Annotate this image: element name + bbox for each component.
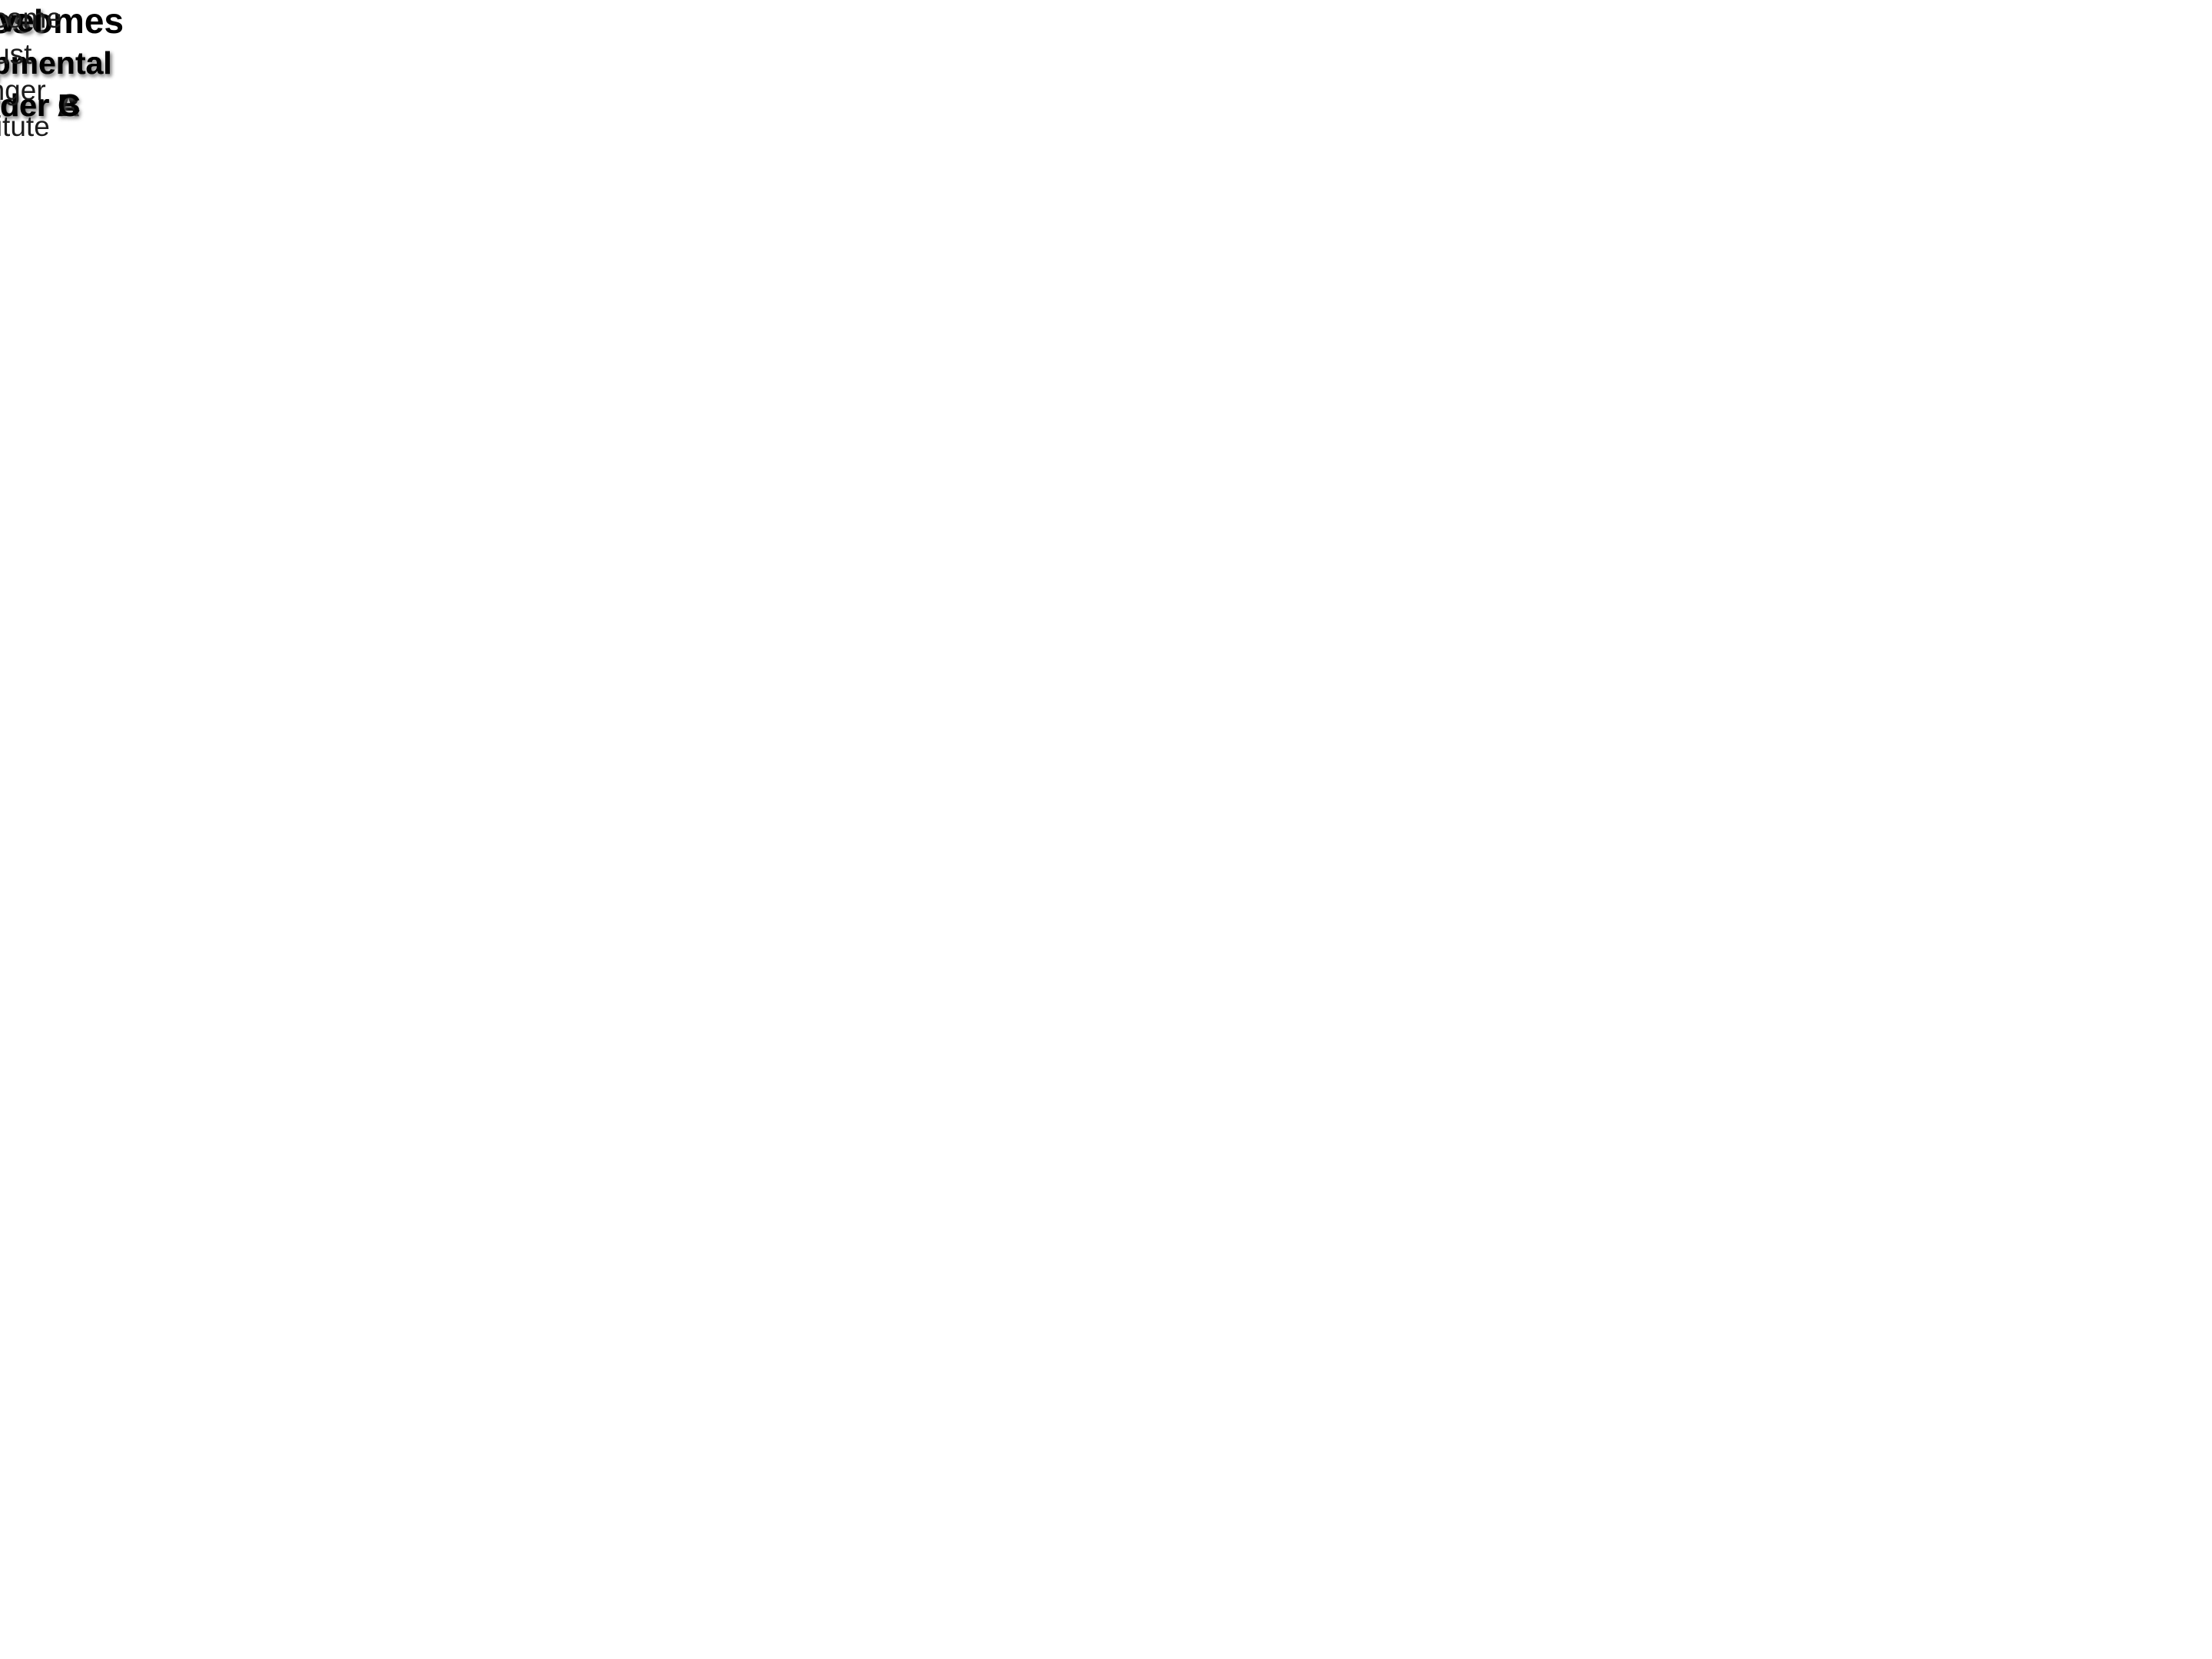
circos-figure [0, 0, 2212, 1659]
figure-stage: Chromosomes Novel Developmental Disorder… [0, 0, 2212, 1659]
